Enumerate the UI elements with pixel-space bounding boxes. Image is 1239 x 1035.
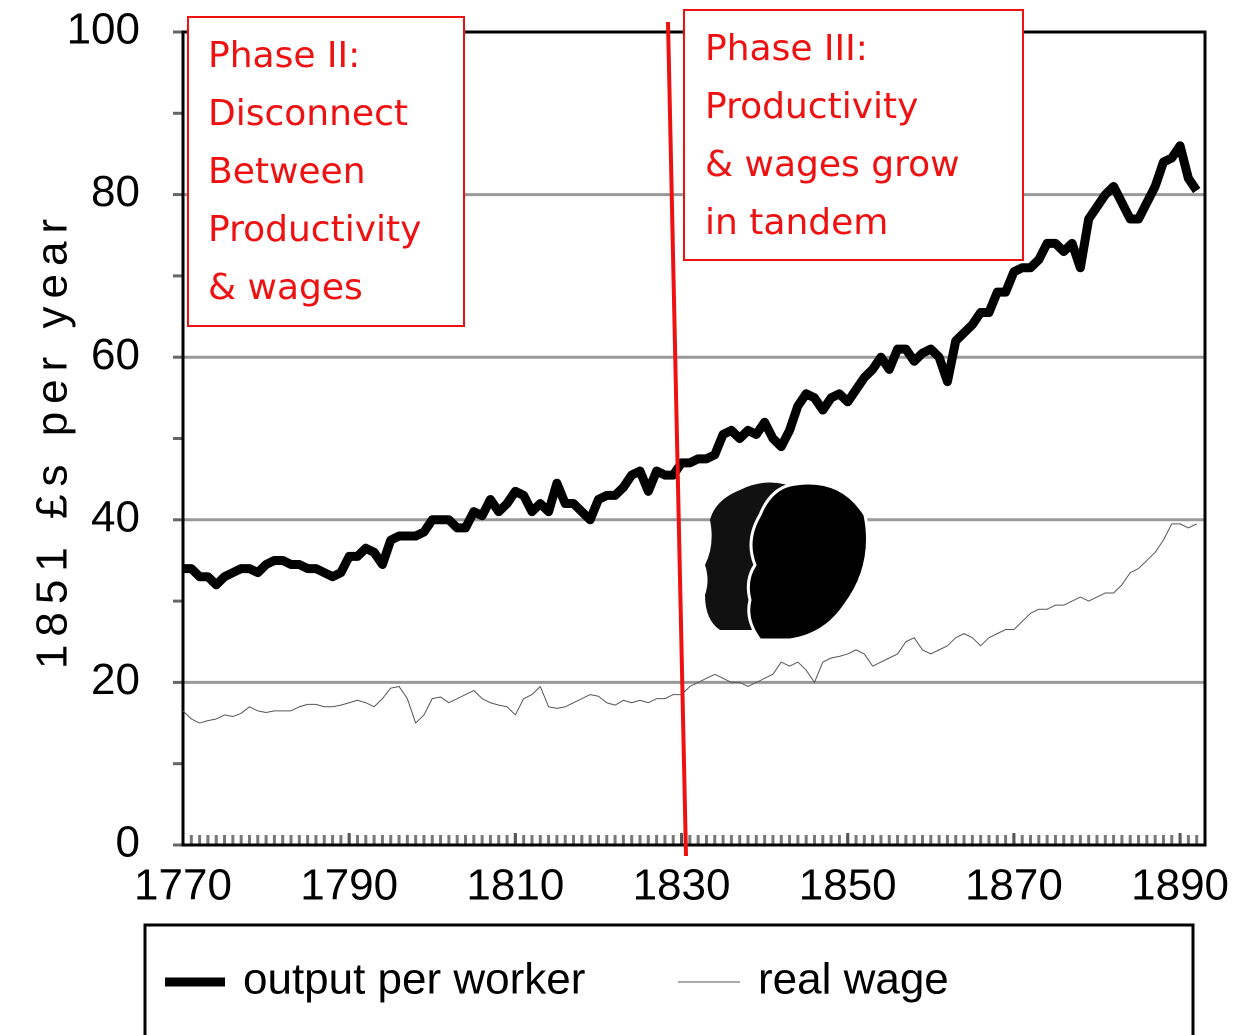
legend-label: real wage <box>758 955 949 1004</box>
annotation-box <box>683 9 1024 261</box>
x-tick-label: 1850 <box>799 861 897 910</box>
portrait <box>705 481 869 642</box>
x-tick-label: 1870 <box>965 861 1063 910</box>
x-tick-label: 1890 <box>1131 861 1229 910</box>
annotation-text: Disconnect <box>208 93 408 134</box>
annotation-text: Phase III: <box>705 28 868 69</box>
annotation-text: in tandem <box>705 202 888 243</box>
annotation-box <box>187 16 465 327</box>
y-tick-label: 0 <box>116 818 140 867</box>
y-tick-label: 20 <box>91 655 140 704</box>
y-tick-label: 40 <box>91 492 140 541</box>
x-tick-label: 1830 <box>633 861 731 910</box>
legend-label: output per worker <box>243 955 585 1004</box>
annotation-text: & wages grow <box>705 144 960 185</box>
y-tick-label: 100 <box>67 5 140 54</box>
annotation-text: & wages <box>208 267 363 308</box>
series-line <box>183 141 1201 590</box>
y-axis-label: 1851 £s per year <box>28 211 77 669</box>
annotation-text: Between <box>208 151 366 192</box>
phase-divider <box>666 21 688 857</box>
legend-box <box>143 923 1195 1035</box>
y-tick-label: 60 <box>91 330 140 379</box>
annotation-text: Productivity <box>705 86 918 127</box>
x-tick-label: 1770 <box>134 861 232 910</box>
x-tick-label: 1790 <box>300 861 398 910</box>
x-tick-label: 1810 <box>466 861 564 910</box>
series-line <box>182 523 1197 724</box>
y-tick-label: 80 <box>91 167 140 216</box>
annotation-text: Phase II: <box>208 35 360 76</box>
annotation-text: Productivity <box>208 209 421 250</box>
